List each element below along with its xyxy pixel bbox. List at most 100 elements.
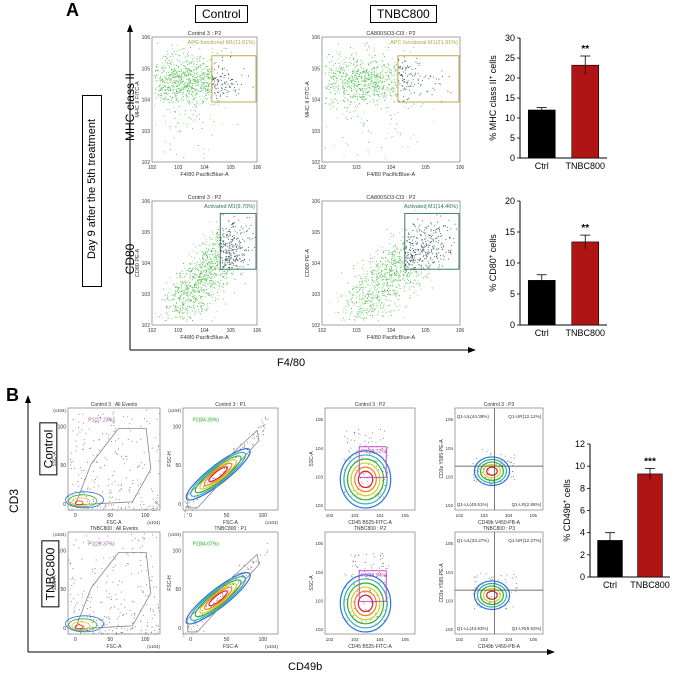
x-tick-label: 104 [505, 637, 513, 642]
x-tick-label: 103 [352, 328, 361, 334]
x-tick-label: 104 [387, 328, 396, 334]
gate-rectangle [358, 570, 387, 602]
x-axis-label: F4/80 PacificBlue-A [367, 172, 416, 178]
x-axis-label: CD45 B525-FITC-A [348, 644, 392, 650]
y-tick-label: 105 [315, 541, 323, 546]
category-label: TNBC800 [565, 328, 605, 338]
y-tick-label: 105 [312, 230, 321, 236]
y-axis-label: SSC-A [309, 451, 315, 467]
y-axis-label: MHC II FITC-A [135, 81, 141, 118]
x-tick-label: 50 [224, 637, 230, 643]
y-tick-label: 106 [312, 199, 321, 205]
x-tick-label: 102 [148, 165, 157, 171]
y-multiplier: (x104) [168, 532, 181, 537]
y-tick-label: 15 [505, 227, 515, 237]
quadrant-ur-label: Q1-UR(12.27%) [508, 538, 541, 543]
category-label: Ctrl [535, 328, 549, 338]
x-tick-label: 100 [141, 637, 150, 643]
x-tick-label: 103 [174, 328, 183, 334]
gate-polygon [74, 427, 152, 506]
x-tick-label: 106 [456, 328, 465, 334]
y-tick-label: 0 [510, 320, 515, 330]
flow-plot-title: Control 3 : All Events [91, 402, 138, 408]
x-axis-label: FSC-A [107, 644, 123, 650]
gate-rectangle [358, 446, 387, 478]
y-tick-label: 104 [315, 570, 323, 575]
y-tick-label: 0 [510, 153, 515, 163]
x-axis-label: FSC-A [107, 520, 123, 526]
gate-label: P3(28.94%) [361, 573, 388, 579]
y-tick-label: 2 [580, 550, 585, 560]
y-axis-label: % CD80+ cells [488, 234, 498, 292]
flow-plot-a-1: Control 3 : P2 APC functional M1(11.61%) 1… [135, 31, 261, 178]
y-arrow-head [127, 24, 133, 32]
plot-frame [321, 200, 461, 326]
y-tick-label: 104 [142, 98, 151, 104]
category-label: TNBC800 [565, 161, 605, 171]
x-tick-label: 103 [480, 513, 488, 518]
flow-plot-a-4: CA800SO3-Cl3 : P2 Activated M1(14.46%) 102… [305, 195, 465, 341]
x-tick-label: 102 [318, 165, 327, 171]
x-multiplier: (x104) [147, 520, 160, 525]
y-axis-label: MHC II FITC-A [305, 81, 311, 118]
y-tick-label: 4 [580, 528, 585, 538]
quadrant-ur-label: Q1-UR(12.12%) [508, 414, 541, 419]
flow-plot-title: Control 3 : P1 [215, 402, 246, 408]
y-tick-label: 12 [575, 439, 585, 449]
x-tick-label: 105 [401, 513, 409, 518]
x-tick-label: 50 [224, 513, 230, 519]
y-tick-label: 10 [575, 461, 585, 471]
y-tick-label: 102 [142, 323, 151, 329]
flow-plot-b-8: TNBC800 : P3 Q1-UL(33.27%) Q1-UR(12.27%) Q1… [439, 526, 544, 650]
x-tick-label: 105 [401, 637, 409, 642]
y-tick-label: 103 [445, 598, 453, 603]
y-tick-label: 50 [60, 463, 66, 469]
x-tick-label: 102 [326, 637, 334, 642]
y-axis-label: CD3e Y585-PE-A [439, 563, 445, 603]
x-axis-label: CD49b V450-PB-A [478, 520, 521, 526]
y-axis-label: SSC-A [309, 575, 315, 591]
x-arrow-head [468, 347, 476, 353]
bar-chart-2: 0 5 10 15 20 % CD80+ cells Ctrl TNBC800 ** [488, 196, 607, 338]
x-axis-label: FSC-A [223, 644, 239, 650]
y-tick-label: 104 [445, 570, 453, 575]
y-tick-label: 105 [312, 66, 321, 72]
x-axis-label: F4/80 PacificBlue-A [180, 335, 229, 341]
quadrant-ll-label: Q1-LL(44.93%) [457, 626, 489, 631]
x-tick-label: 0 [189, 637, 192, 643]
x-tick-label: 103 [351, 637, 359, 642]
flow-plot-b-4: Control 3 : P3 Q1-UL(44.39%) Q1-UR(12.12%)… [439, 402, 544, 526]
y-tick-label: 105 [445, 417, 453, 422]
gate-label: Activated M1(14.46%) [404, 204, 458, 210]
y-axis-label: CD80 PE-A [305, 248, 311, 277]
x-tick-label: 100 [141, 513, 150, 519]
plot-frame [454, 407, 544, 511]
x-tick-label: 104 [387, 165, 396, 171]
y-axis-label: FSC-H [167, 451, 173, 467]
x-tick-label: 105 [530, 637, 538, 642]
panel-b-letter: B [6, 385, 19, 405]
gate-label: P3(28.72%) [361, 449, 388, 455]
y-tick-label: 104 [312, 98, 321, 104]
gate-rectangle [211, 55, 257, 103]
x-tick-label: 103 [174, 165, 183, 171]
gate-polygon [187, 553, 260, 633]
bar-tnbc800 [637, 473, 663, 578]
y-tick-label: 102 [445, 503, 453, 508]
x-tick-label: 102 [326, 513, 334, 518]
x-tick-label: 104 [200, 328, 209, 334]
flow-plot-b-6: TNBC800 : P1P2(84.07%)005050100100(x104)… [167, 526, 278, 650]
x-multiplier: (x104) [265, 520, 278, 525]
flow-plot-b-1: Control 3 : All Events P1(27.23%) 0 0 50 50 10… [52, 402, 161, 526]
x-axis-label: F4/80 PacificBlue-A [180, 172, 229, 178]
y-axis-label: % CD49b+ cells [562, 479, 572, 542]
flow-plot-title: TNBC800 : P3 [483, 526, 515, 532]
y-tick-label: 5 [510, 289, 515, 299]
flow-plot-title: CA800SO3-Cl3 : P2 [366, 195, 415, 201]
x-tick-label: 103 [352, 165, 361, 171]
panel-b-axes [25, 395, 555, 655]
y-tick-label: 102 [315, 627, 323, 632]
y-tick-label: 0 [178, 502, 181, 508]
